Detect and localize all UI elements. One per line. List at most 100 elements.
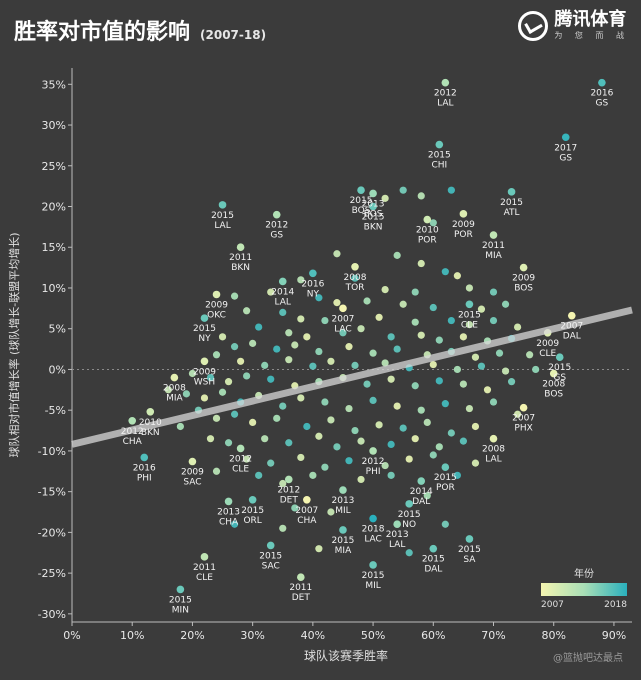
point-label-year: 2007 xyxy=(512,414,535,424)
point-label-team: MIA xyxy=(166,394,183,404)
y-tick-label: 20% xyxy=(42,201,66,214)
point-label-team: GS xyxy=(596,99,609,109)
point-label-year: 2007 xyxy=(332,314,355,324)
x-tick-label: 10% xyxy=(120,629,144,642)
data-point xyxy=(315,545,323,553)
data-point-labeled xyxy=(357,186,365,195)
data-point xyxy=(212,467,221,475)
data-point-labeled xyxy=(128,416,137,425)
data-point xyxy=(411,435,419,443)
point-label-year: 2013 xyxy=(386,530,409,540)
point-label-year: 2011 xyxy=(482,241,505,251)
data-point xyxy=(261,435,269,443)
data-point xyxy=(405,549,413,557)
data-point xyxy=(230,520,239,528)
data-point xyxy=(285,329,293,337)
point-label-year: 2007 xyxy=(560,322,583,332)
data-point xyxy=(249,418,257,426)
point-label-team: NY xyxy=(198,334,211,344)
data-point-labeled xyxy=(555,353,564,362)
y-tick-label: 0% xyxy=(49,363,66,376)
data-point xyxy=(357,437,365,445)
data-point xyxy=(333,443,341,451)
x-tick-label: 40% xyxy=(301,629,325,642)
point-label-team: ORL xyxy=(243,516,261,526)
point-label-year: 2015 xyxy=(500,198,523,208)
point-label-year: 2011 xyxy=(229,253,252,263)
data-point xyxy=(243,307,251,315)
data-point-labeled xyxy=(200,553,209,561)
data-point xyxy=(339,329,347,337)
point-label-year: 2015 xyxy=(350,196,373,206)
trend-line-group xyxy=(71,306,633,448)
point-label-team: MIN xyxy=(172,605,189,615)
point-label-team: DET xyxy=(292,593,311,603)
data-point xyxy=(297,315,305,323)
data-point xyxy=(321,398,329,406)
data-point-labeled xyxy=(236,243,245,252)
data-point-labeled xyxy=(200,357,209,366)
data-point xyxy=(435,377,443,385)
x-tick-label: 70% xyxy=(481,629,505,642)
data-point-labeled xyxy=(170,373,179,382)
point-label-year: 2007 xyxy=(295,506,318,516)
data-point xyxy=(279,402,287,410)
point-label-year: 2009 xyxy=(512,274,535,284)
point-label-year: 2016 xyxy=(590,89,613,99)
data-point xyxy=(267,459,275,467)
brand-logo: 腾讯体育 为 您 而 战 xyxy=(518,10,629,41)
data-point xyxy=(212,414,221,422)
data-point xyxy=(357,475,365,484)
point-label-team: DAL xyxy=(563,332,581,342)
x-tick-label: 20% xyxy=(180,629,204,642)
data-point xyxy=(471,353,480,361)
data-point-labeled xyxy=(567,311,576,320)
data-point xyxy=(351,426,359,435)
data-point-labeled xyxy=(423,215,432,224)
data-point xyxy=(230,410,239,418)
data-point-labeled xyxy=(489,231,498,239)
point-label-team: POR xyxy=(418,236,437,246)
data-point xyxy=(321,463,329,471)
data-point xyxy=(218,388,227,396)
data-point xyxy=(453,471,461,479)
data-point xyxy=(224,378,233,386)
data-point xyxy=(230,343,239,351)
y-tick-label: 25% xyxy=(42,160,66,173)
point-label-year: 2015 xyxy=(259,551,282,561)
point-label-year: 2015 xyxy=(362,571,385,581)
data-point-labeled xyxy=(369,447,377,455)
point-label-team: PHI xyxy=(366,467,381,477)
data-point xyxy=(267,375,275,383)
data-point xyxy=(327,357,335,365)
data-point-labeled xyxy=(369,189,377,198)
logo-slogan: 为 您 而 战 xyxy=(554,31,629,40)
legend: 年份 2007 2018 xyxy=(541,567,627,610)
point-label-team: MIL xyxy=(365,581,380,591)
point-label-year: 2012 xyxy=(277,485,300,495)
data-point-labeled xyxy=(351,262,359,271)
point-label-team: OKC xyxy=(207,310,226,320)
data-point xyxy=(375,421,383,429)
point-label-year: 2016 xyxy=(301,279,324,289)
point-label-team: MIL xyxy=(335,506,350,516)
data-point xyxy=(471,459,480,467)
data-point xyxy=(429,303,437,312)
point-label-team: SA xyxy=(463,555,476,565)
data-point-labeled xyxy=(417,477,426,485)
y-tick-label: -25% xyxy=(38,567,66,580)
data-point-labeled xyxy=(266,541,275,550)
point-label-team: DET xyxy=(280,495,299,505)
data-point xyxy=(363,297,371,305)
data-point xyxy=(273,345,281,353)
point-labels: 2012LAL2016GS2015CHI2017GS2015ATL2015BOS… xyxy=(121,89,614,616)
data-point xyxy=(513,323,522,331)
data-point xyxy=(279,479,287,488)
data-point xyxy=(465,321,474,329)
point-label-team: BOS xyxy=(544,390,563,400)
data-point xyxy=(417,192,425,200)
data-point-labeled xyxy=(224,497,233,506)
x-tick-label: 60% xyxy=(421,629,445,642)
point-label-team: MIA xyxy=(335,546,352,556)
point-label-team: CHA xyxy=(123,437,143,447)
